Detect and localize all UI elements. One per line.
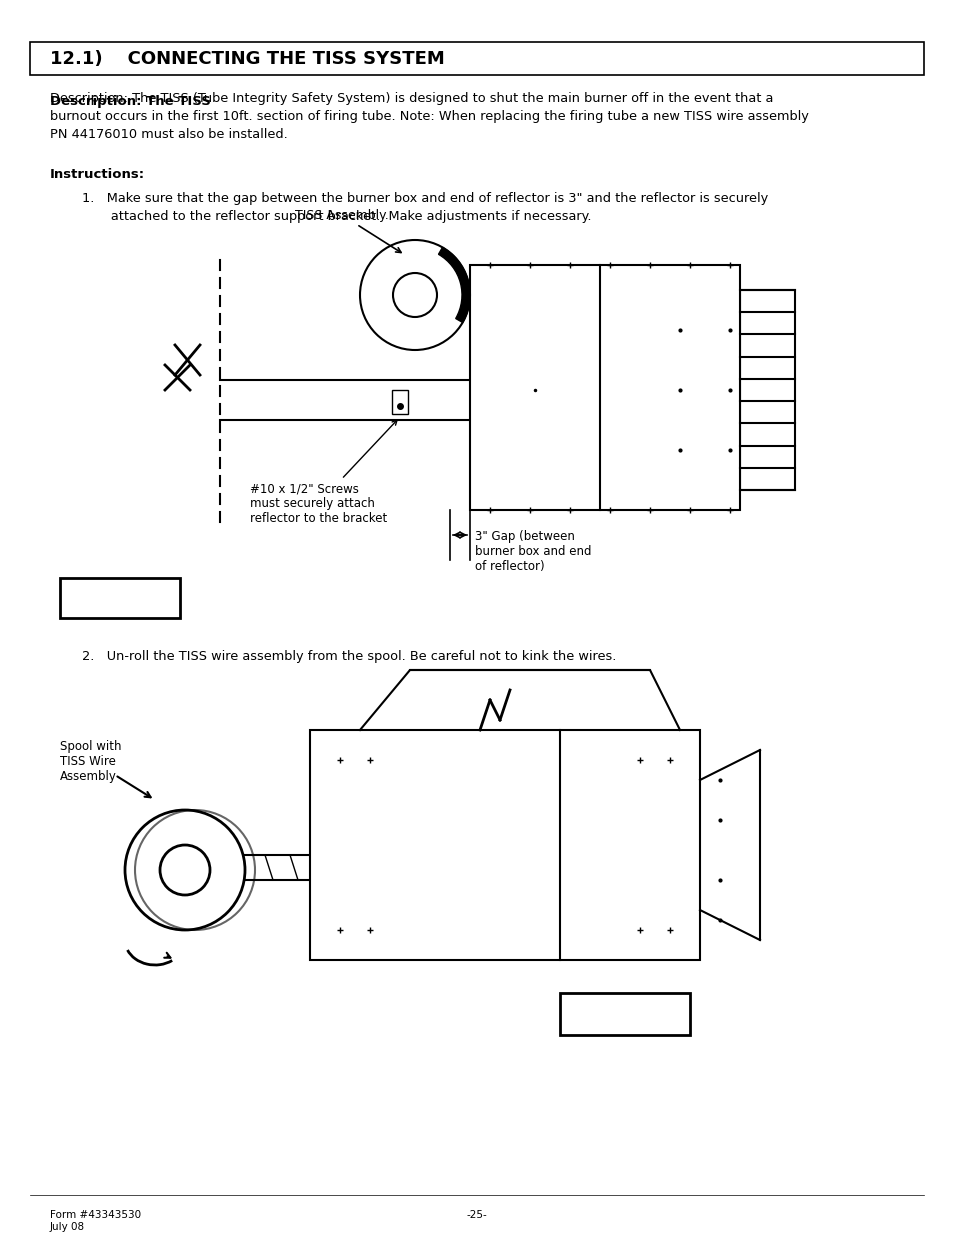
FancyBboxPatch shape [559, 993, 689, 1035]
Bar [310, 730, 700, 960]
Text: Description: The TISS: Description: The TISS [50, 95, 215, 107]
Bar [392, 390, 408, 414]
Text: Step 2: Step 2 [578, 1002, 670, 1026]
Bar [30, 42, 923, 75]
Text: -25-: -25- [466, 1210, 487, 1220]
Text: 2.   Un-roll the TISS wire assembly from the spool. Be careful not to kink the w: 2. Un-roll the TISS wire assembly from t… [82, 650, 616, 663]
Text: Spool with
TISS Wire
Assembly: Spool with TISS Wire Assembly [60, 740, 121, 783]
Text: 3" Gap (between
burner box and end
of reflector): 3" Gap (between burner box and end of re… [475, 530, 591, 573]
FancyBboxPatch shape [60, 578, 180, 618]
Text: 12.1)    CONNECTING THE TISS SYSTEM: 12.1) CONNECTING THE TISS SYSTEM [50, 49, 444, 68]
Text: 1.   Make sure that the gap between the burner box and end of reflector is 3" an: 1. Make sure that the gap between the bu… [82, 191, 767, 224]
Text: July 08: July 08 [50, 1221, 85, 1233]
Text: #10 x 1/2" Screws
must securely attach
reflector to the bracket: #10 x 1/2" Screws must securely attach r… [250, 420, 396, 525]
Text: Instructions:: Instructions: [50, 168, 145, 182]
Bar [470, 266, 740, 510]
Text: TISS Assembly.: TISS Assembly. [294, 209, 400, 252]
Text: Form #43343530: Form #43343530 [50, 1210, 141, 1220]
Text: Description: The TISS (Tube Integrity Safety System) is designed to shut the mai: Description: The TISS (Tube Integrity Sa… [50, 91, 808, 141]
Bar [740, 290, 794, 490]
Wedge shape [438, 247, 470, 322]
Text: Step 1: Step 1 [74, 585, 166, 610]
